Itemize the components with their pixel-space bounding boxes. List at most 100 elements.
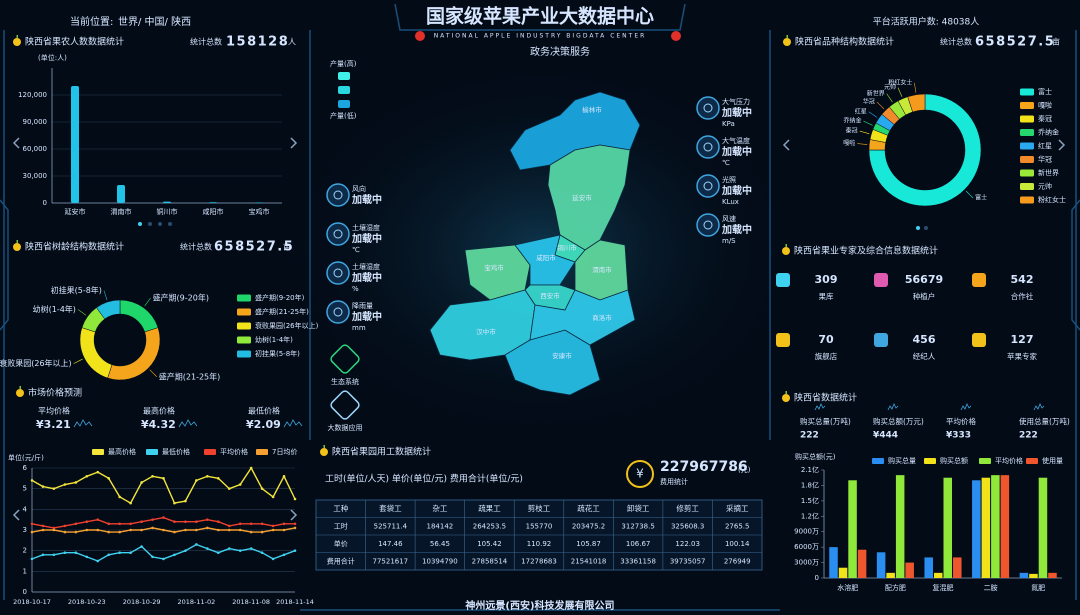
- sparkline: [178, 419, 198, 428]
- point: [206, 547, 209, 550]
- table-cell: 单价: [334, 539, 348, 548]
- table-header: 剪枝工: [528, 503, 551, 513]
- legend-swatch: [237, 294, 251, 302]
- point: [173, 520, 176, 524]
- total-value: 658527.5: [214, 240, 294, 255]
- table-cell: 147.46: [378, 540, 403, 548]
- pie-leader: [73, 358, 83, 364]
- pie-label: 秦冠: [846, 127, 858, 135]
- pie-leader: [103, 290, 108, 301]
- map-legend-swatch: [338, 72, 350, 80]
- pie-label: 盛产期(21-25年): [159, 371, 221, 381]
- bar: [943, 477, 953, 578]
- page-dot: [148, 222, 152, 226]
- stats-sparkline: [814, 403, 826, 411]
- y-axis-label: 单位(元/斤): [8, 453, 44, 462]
- legend-label: 华冠: [1038, 155, 1052, 164]
- table-cell: 10394790: [422, 557, 458, 565]
- bar: [1029, 573, 1038, 578]
- y-tick-label: 0: [43, 199, 47, 207]
- bar: [857, 549, 867, 578]
- pie-label: 富士: [975, 194, 987, 202]
- bar: [895, 475, 905, 578]
- y-tick-label: 2.1亿: [801, 465, 819, 474]
- map-legend-swatch: [338, 100, 350, 108]
- carousel-arrow: [782, 139, 790, 151]
- panel-icon-stem: [16, 240, 18, 243]
- panel-icon-stem: [16, 35, 18, 38]
- stats-label: 购买总量(万吨): [800, 416, 851, 426]
- x-tick-label: 2018-10-17: [13, 598, 51, 606]
- legend-swatch: [1020, 169, 1034, 177]
- point: [129, 551, 132, 555]
- point: [227, 487, 231, 490]
- x-tick-label: 铜川市: [157, 207, 178, 216]
- point: [271, 528, 275, 532]
- expert-icon: [874, 273, 888, 287]
- carousel-arrow: [290, 137, 298, 149]
- point: [216, 551, 220, 555]
- map-region: [529, 289, 636, 346]
- y-tick-label: 90,000: [23, 118, 48, 126]
- point: [271, 524, 275, 528]
- y-tick-label: 6: [23, 464, 28, 472]
- point: [227, 524, 231, 528]
- table-cell: 56.45: [430, 540, 450, 548]
- legend-label: 红星: [1038, 141, 1052, 150]
- sensor-icon: [326, 222, 350, 246]
- table-header: 采摘工: [726, 503, 749, 513]
- apple-icon: [415, 31, 425, 41]
- point: [184, 549, 187, 552]
- stats-sparkline: [887, 403, 899, 411]
- legend-swatch: [1020, 156, 1034, 163]
- point: [184, 499, 187, 503]
- legend-label: 最低价格: [162, 447, 190, 456]
- price-value: ¥2.09: [246, 418, 281, 431]
- sparkline: [283, 419, 303, 428]
- legend-swatch: [1026, 458, 1038, 464]
- sensor-icon: [326, 300, 350, 324]
- panel-icon: [16, 389, 24, 397]
- legend-label: 富士: [1038, 87, 1052, 96]
- y-tick-label: 1.5亿: [801, 496, 819, 505]
- bar: [117, 185, 125, 203]
- x-tick-label: 水溶肥: [837, 583, 858, 592]
- pie-leader: [863, 120, 873, 126]
- sensor-status: 加载中: [721, 145, 752, 158]
- point: [151, 518, 154, 521]
- point: [52, 526, 56, 530]
- sensor-status: 加载中: [351, 310, 382, 323]
- panel-icon-stem: [19, 386, 21, 389]
- point: [260, 530, 264, 534]
- point: [238, 483, 242, 486]
- point: [96, 559, 100, 563]
- point: [85, 474, 89, 478]
- page-dot: [158, 222, 162, 226]
- x-tick-label: 配方肥: [885, 583, 906, 592]
- legend-swatch: [237, 336, 251, 344]
- point: [271, 557, 275, 561]
- pie-label: 红星: [855, 107, 867, 115]
- table-cell: 105.87: [576, 540, 601, 548]
- pie-leader: [149, 369, 157, 377]
- point: [30, 530, 34, 534]
- service: 政务决策服务: [530, 45, 590, 58]
- frame: [3, 3, 1077, 611]
- bar: [163, 201, 171, 203]
- total-label: 统计总数: [180, 242, 212, 252]
- bar: [991, 475, 1000, 578]
- legend-label: 购买总量: [888, 456, 916, 465]
- sensor-unit: KPa: [722, 120, 735, 128]
- total-value: 158128: [226, 35, 289, 50]
- expert-icon: [776, 333, 790, 347]
- bar: [924, 557, 933, 578]
- expert-label: 合作社: [1011, 291, 1034, 301]
- legend-label: 嘎啦: [1038, 101, 1052, 110]
- pie-slice: [868, 93, 982, 207]
- bar: [209, 202, 217, 203]
- x-tick-label: 咸阳市: [203, 207, 224, 216]
- pie-leader: [914, 82, 917, 93]
- x-tick-label: 氮肥: [1031, 583, 1045, 592]
- sensor-name: 土壤湿度: [352, 223, 380, 232]
